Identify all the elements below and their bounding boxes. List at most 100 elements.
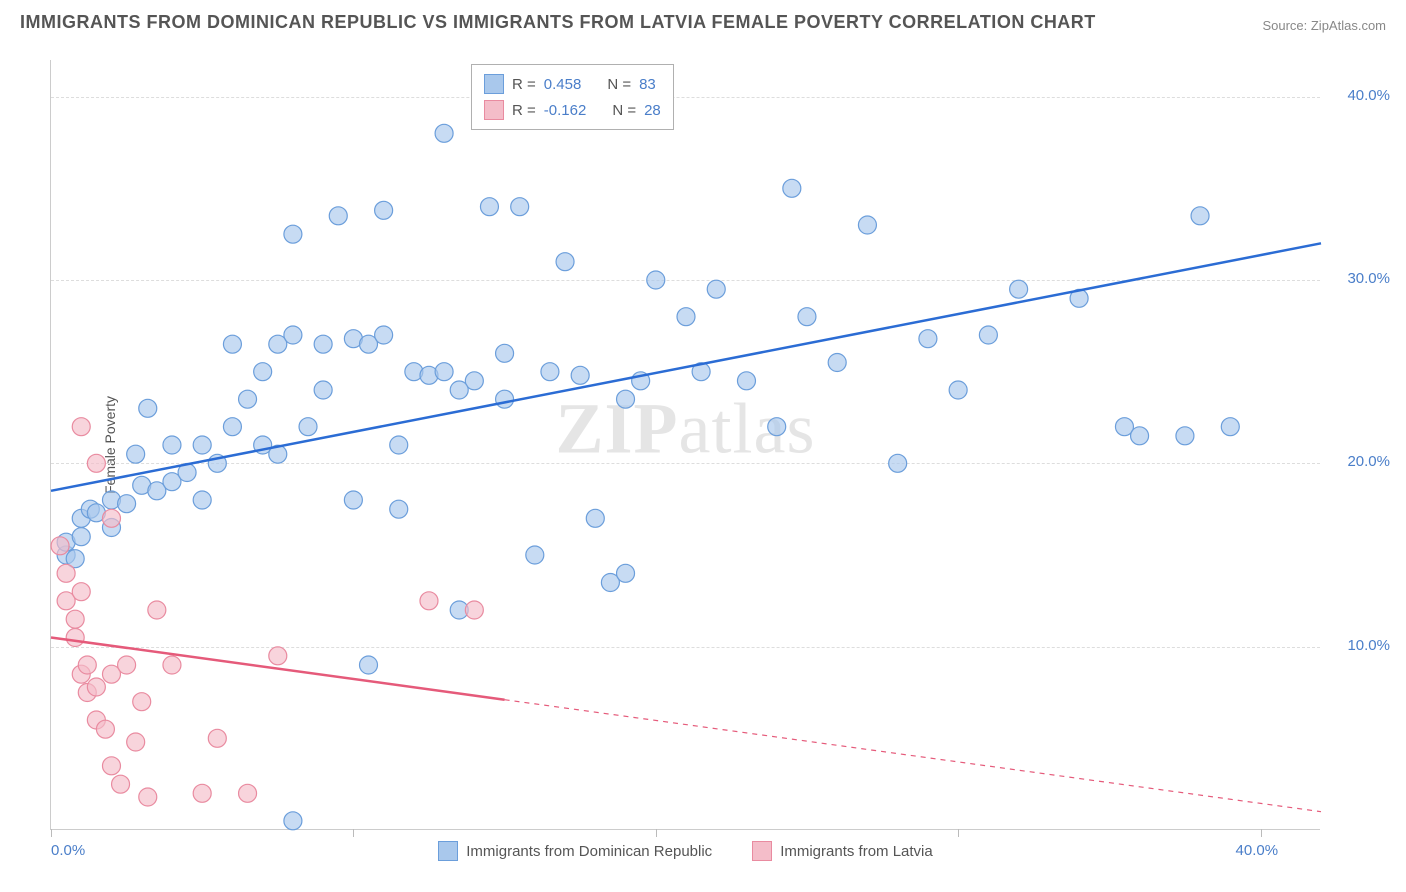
r-value-series-0: 0.458 [544, 76, 582, 93]
data-point [239, 784, 257, 802]
data-point [284, 225, 302, 243]
legend-label: Immigrants from Dominican Republic [466, 843, 712, 860]
chart-plot-area: Female Poverty ZIPatlas 10.0%20.0%30.0%4… [50, 60, 1320, 830]
data-point [223, 418, 241, 436]
data-point [57, 564, 75, 582]
data-point [239, 390, 257, 408]
data-point [375, 326, 393, 344]
data-point [66, 629, 84, 647]
data-point [284, 326, 302, 344]
data-point [465, 601, 483, 619]
data-point [269, 647, 287, 665]
data-point [96, 720, 114, 738]
data-point [127, 445, 145, 463]
data-point [51, 537, 69, 555]
series-legend: Immigrants from Dominican Republic Immig… [51, 841, 1320, 861]
data-point [133, 693, 151, 711]
r-value-series-1: -0.162 [544, 102, 587, 119]
trend-line-extrapolated [505, 700, 1321, 812]
data-point [375, 201, 393, 219]
data-point [72, 418, 90, 436]
data-point [556, 253, 574, 271]
data-point [480, 198, 498, 216]
y-tick-label: 40.0% [1347, 87, 1390, 104]
data-point [450, 381, 468, 399]
data-point [284, 812, 302, 830]
data-point [979, 326, 997, 344]
trend-line [51, 243, 1321, 491]
data-point [139, 788, 157, 806]
data-point [193, 784, 211, 802]
legend-row-series-0: R = 0.458 N = 83 [484, 71, 661, 97]
data-point [1010, 280, 1028, 298]
legend-row-series-1: R = -0.162 N = 28 [484, 97, 661, 123]
data-point [102, 757, 120, 775]
data-point [163, 656, 181, 674]
data-point [66, 610, 84, 628]
legend-item-series-1: Immigrants from Latvia [752, 841, 933, 861]
y-tick-label: 30.0% [1347, 270, 1390, 287]
data-point [390, 436, 408, 454]
scatter-plot-svg [51, 60, 1320, 829]
data-point [889, 454, 907, 472]
data-point [435, 363, 453, 381]
data-point [72, 583, 90, 601]
legend-item-series-0: Immigrants from Dominican Republic [438, 841, 712, 861]
data-point [112, 775, 130, 793]
data-point [511, 198, 529, 216]
legend-label: Immigrants from Latvia [780, 843, 933, 860]
data-point [798, 308, 816, 326]
data-point [78, 656, 96, 674]
data-point [496, 390, 514, 408]
data-point [193, 491, 211, 509]
data-point [526, 546, 544, 564]
data-point [1191, 207, 1209, 225]
data-point [858, 216, 876, 234]
data-point [586, 509, 604, 527]
data-point [223, 335, 241, 353]
legend-swatch-icon [438, 841, 458, 861]
n-value-series-1: 28 [644, 102, 661, 119]
data-point [647, 271, 665, 289]
correlation-legend: R = 0.458 N = 83 R = -0.162 N = 28 [471, 64, 674, 130]
y-tick-label: 10.0% [1347, 637, 1390, 654]
data-point [360, 656, 378, 674]
data-point [314, 381, 332, 399]
data-point [139, 399, 157, 417]
data-point [783, 179, 801, 197]
data-point [87, 678, 105, 696]
data-point [677, 308, 695, 326]
data-point [828, 354, 846, 372]
legend-swatch-series-0 [484, 74, 504, 94]
data-point [1131, 427, 1149, 445]
data-point [617, 390, 635, 408]
data-point [163, 436, 181, 454]
data-point [208, 729, 226, 747]
data-point [496, 344, 514, 362]
n-value-series-0: 83 [639, 76, 656, 93]
data-point [344, 491, 362, 509]
y-tick-label: 20.0% [1347, 453, 1390, 470]
data-point [919, 330, 937, 348]
data-point [314, 335, 332, 353]
data-point [254, 363, 272, 381]
data-point [148, 601, 166, 619]
data-point [72, 528, 90, 546]
source-attribution: Source: ZipAtlas.com [1262, 18, 1386, 33]
data-point [435, 124, 453, 142]
data-point [617, 564, 635, 582]
data-point [768, 418, 786, 436]
data-point [299, 418, 317, 436]
legend-swatch-series-1 [484, 100, 504, 120]
data-point [949, 381, 967, 399]
data-point [87, 454, 105, 472]
data-point [420, 592, 438, 610]
data-point [118, 495, 136, 513]
data-point [737, 372, 755, 390]
data-point [193, 436, 211, 454]
data-point [707, 280, 725, 298]
legend-swatch-icon [752, 841, 772, 861]
data-point [102, 509, 120, 527]
data-point [571, 366, 589, 384]
data-point [118, 656, 136, 674]
